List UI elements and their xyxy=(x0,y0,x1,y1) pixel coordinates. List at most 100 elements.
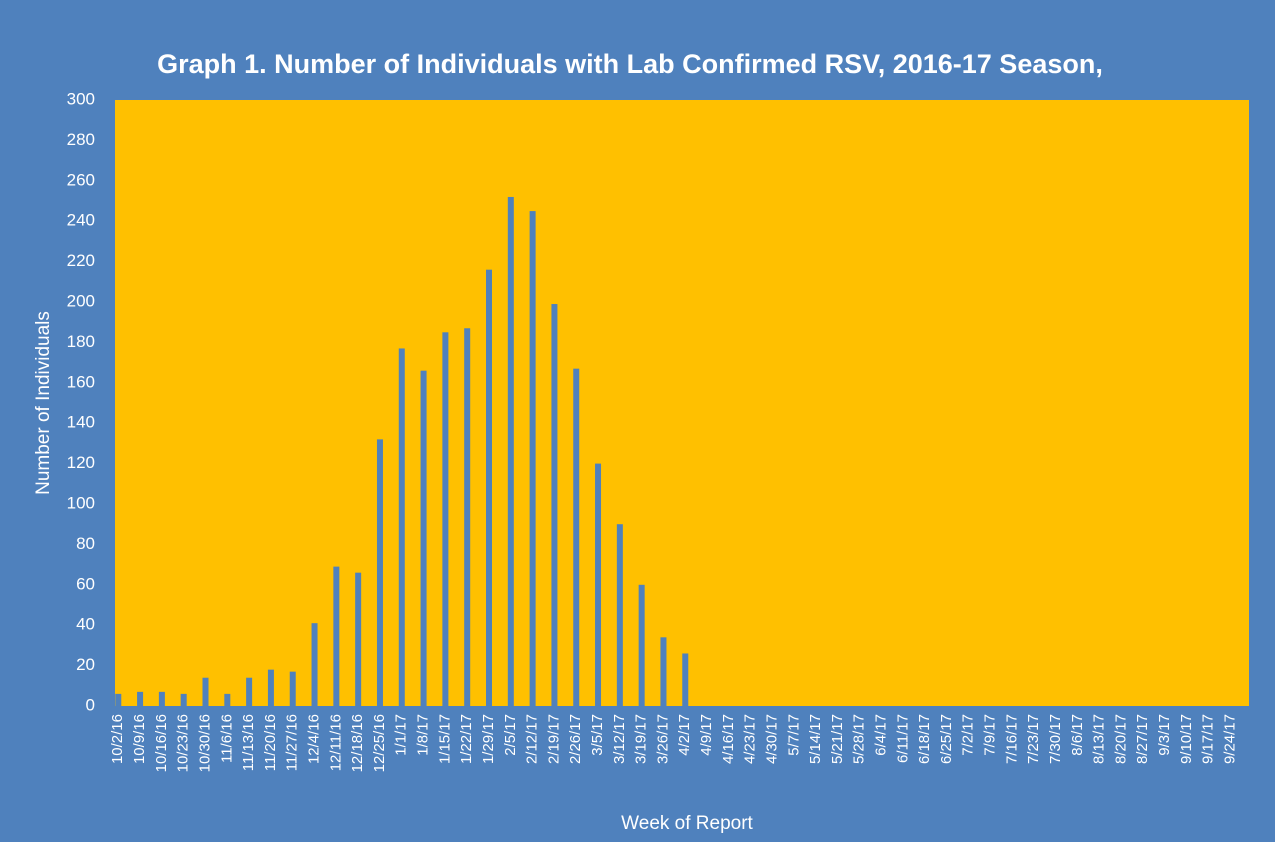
x-tick-label: 3/12/17 xyxy=(611,714,628,764)
bar xyxy=(224,693,231,706)
x-tick-label: 5/28/17 xyxy=(851,714,868,764)
x-tick-label: 2/12/17 xyxy=(524,714,541,764)
x-tick-label: 4/9/17 xyxy=(698,714,715,756)
bar xyxy=(115,693,122,706)
x-tick-label: 7/23/17 xyxy=(1025,714,1042,764)
bar xyxy=(376,439,383,706)
bar xyxy=(333,566,340,706)
y-tick-label: 40 xyxy=(76,615,95,634)
x-tick-label: 11/27/16 xyxy=(284,714,301,771)
chart-title: Graph 1. Number of Individuals with Lab … xyxy=(157,49,1103,79)
x-tick-label: 9/10/17 xyxy=(1178,714,1195,764)
y-tick-label: 240 xyxy=(67,211,95,230)
x-tick-label: 7/16/17 xyxy=(1003,714,1020,764)
bar xyxy=(289,671,296,706)
y-tick-label: 300 xyxy=(67,89,95,108)
bar xyxy=(267,669,274,706)
x-tick-label: 7/9/17 xyxy=(982,714,999,756)
x-axis-label: Week of Report xyxy=(621,813,753,834)
y-tick-label: 260 xyxy=(67,170,95,189)
bar xyxy=(464,328,471,706)
bar xyxy=(398,348,405,706)
x-tick-label: 12/18/16 xyxy=(349,714,366,772)
y-tick-label: 180 xyxy=(67,332,95,351)
x-tick-label: 5/14/17 xyxy=(807,714,824,764)
x-tick-label: 4/23/17 xyxy=(742,714,759,764)
x-tick-label: 4/30/17 xyxy=(763,714,780,764)
x-tick-label: 6/18/17 xyxy=(916,714,933,764)
x-tick-label: 8/6/17 xyxy=(1069,714,1086,756)
bar xyxy=(137,691,144,706)
x-tick-label: 3/5/17 xyxy=(589,714,606,756)
x-tick-label: 2/5/17 xyxy=(502,714,519,756)
bar xyxy=(507,196,514,706)
bar xyxy=(573,368,580,706)
x-tick-label: 3/19/17 xyxy=(633,714,650,764)
x-tick-label: 7/30/17 xyxy=(1047,714,1064,764)
x-tick-label: 5/21/17 xyxy=(829,714,846,764)
x-tick-label: 5/7/17 xyxy=(785,714,802,756)
x-tick-label: 12/11/16 xyxy=(327,714,344,771)
x-tick-label: 1/22/17 xyxy=(458,714,475,764)
x-tick-label: 11/20/16 xyxy=(262,714,279,771)
plot-area xyxy=(115,100,1249,706)
bar xyxy=(246,677,253,706)
y-tick-label: 120 xyxy=(67,453,95,472)
bar xyxy=(595,463,602,706)
y-tick-label: 140 xyxy=(67,413,95,432)
x-tick-label: 10/16/16 xyxy=(153,714,170,772)
bar xyxy=(660,637,667,706)
y-tick-label: 20 xyxy=(76,655,95,674)
bar xyxy=(442,332,449,706)
bar xyxy=(486,269,493,706)
y-tick-label: 100 xyxy=(67,493,95,512)
y-tick-label: 280 xyxy=(67,130,95,149)
x-tick-label: 2/19/17 xyxy=(545,714,562,764)
x-tick-label: 6/11/17 xyxy=(894,714,911,763)
x-tick-label: 11/6/16 xyxy=(218,714,235,763)
x-tick-label: 8/20/17 xyxy=(1112,714,1129,764)
x-tick-label: 7/2/17 xyxy=(960,714,977,756)
bar xyxy=(180,693,187,706)
x-tick-label: 10/2/16 xyxy=(109,714,126,764)
x-tick-label: 8/13/17 xyxy=(1091,714,1108,764)
x-tick-label: 9/17/17 xyxy=(1200,714,1217,764)
y-tick-label: 160 xyxy=(67,372,95,391)
bar xyxy=(682,653,689,706)
y-tick-label: 200 xyxy=(67,291,95,310)
y-tick-label: 220 xyxy=(67,251,95,270)
x-tick-label: 3/26/17 xyxy=(654,714,671,764)
x-tick-label: 11/13/16 xyxy=(240,714,257,771)
x-tick-label: 1/15/17 xyxy=(436,714,453,764)
bar xyxy=(529,211,536,706)
bar xyxy=(551,304,558,706)
x-tick-label: 10/30/16 xyxy=(196,714,213,772)
x-tick-label: 1/29/17 xyxy=(480,714,497,764)
y-tick-label: 80 xyxy=(76,534,95,553)
bar xyxy=(420,370,427,706)
x-tick-label: 6/25/17 xyxy=(938,714,955,764)
x-tick-label: 9/24/17 xyxy=(1221,714,1238,764)
x-tick-label: 2/26/17 xyxy=(567,714,584,764)
x-tick-label: 4/2/17 xyxy=(676,714,693,756)
x-tick-label: 1/1/17 xyxy=(393,714,410,756)
bar xyxy=(616,524,623,706)
x-tick-label: 12/25/16 xyxy=(371,714,388,772)
x-tick-label: 8/27/17 xyxy=(1134,714,1151,764)
y-tick-label: 60 xyxy=(76,574,95,593)
x-tick-label: 6/4/17 xyxy=(873,714,890,756)
x-tick-label: 1/8/17 xyxy=(415,714,432,756)
x-tick-label: 10/9/16 xyxy=(131,714,148,764)
y-tick-label: 0 xyxy=(86,695,95,714)
x-tick-label: 12/4/16 xyxy=(306,714,323,764)
bar xyxy=(202,677,209,706)
bar xyxy=(355,572,362,706)
y-axis-label: Number of Individuals xyxy=(33,311,54,495)
bar xyxy=(311,623,318,706)
x-tick-label: 4/16/17 xyxy=(720,714,737,764)
bar xyxy=(638,584,645,706)
x-tick-label: 9/3/17 xyxy=(1156,714,1173,756)
x-tick-label: 10/23/16 xyxy=(175,714,192,772)
bar xyxy=(158,691,165,706)
